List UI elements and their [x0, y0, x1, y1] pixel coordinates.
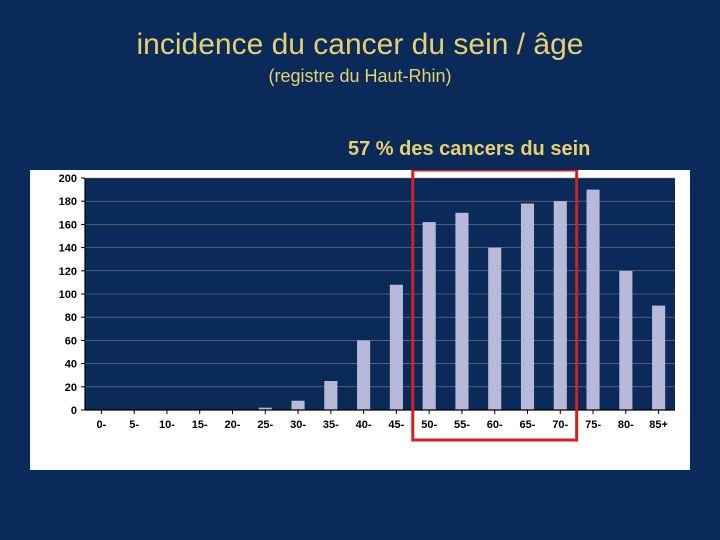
svg-text:25-: 25-: [257, 419, 273, 431]
svg-text:60: 60: [65, 335, 77, 347]
svg-text:40-: 40-: [356, 419, 372, 431]
svg-text:80-: 80-: [618, 419, 634, 431]
svg-text:45-: 45-: [388, 419, 404, 431]
svg-text:160: 160: [59, 219, 77, 231]
svg-text:100: 100: [59, 289, 77, 301]
slide-root: incidence du cancer du sein / âge (regis…: [0, 0, 720, 540]
svg-text:120: 120: [59, 266, 77, 278]
svg-text:0-: 0-: [96, 419, 106, 431]
svg-text:30-: 30-: [290, 419, 306, 431]
svg-text:70-: 70-: [552, 419, 568, 431]
svg-text:200: 200: [59, 173, 77, 185]
svg-text:55-: 55-: [454, 419, 470, 431]
svg-text:80: 80: [65, 312, 77, 324]
svg-text:40: 40: [65, 359, 77, 371]
chart-container: 0 20 40 60 80 100 120 140 160 180 200 0- 5- 10- 15- 20-…: [30, 170, 690, 470]
svg-text:35-: 35-: [323, 419, 339, 431]
chart-subtitle: (registre du Haut-Rhin): [0, 66, 720, 87]
svg-text:20: 20: [65, 382, 77, 394]
svg-text:20-: 20-: [225, 419, 241, 431]
svg-text:180: 180: [59, 196, 77, 208]
svg-text:75-: 75-: [585, 419, 601, 431]
svg-text:60-: 60-: [487, 419, 503, 431]
svg-text:50-: 50-: [421, 419, 437, 431]
bar-chart: 0 20 40 60 80 100 120 140 160 180 200 0- 5- 10- 15- 20-…: [30, 170, 690, 470]
svg-text:0: 0: [71, 405, 77, 417]
chart-title: incidence du cancer du sein / âge: [0, 28, 720, 62]
svg-text:15-: 15-: [192, 419, 208, 431]
svg-text:140: 140: [59, 243, 77, 255]
svg-text:65-: 65-: [520, 419, 536, 431]
svg-text:5-: 5-: [129, 419, 139, 431]
highlight-annotation: 57 % des cancers du sein: [348, 138, 590, 161]
svg-text:10-: 10-: [159, 419, 175, 431]
svg-text:85+: 85+: [649, 419, 668, 431]
